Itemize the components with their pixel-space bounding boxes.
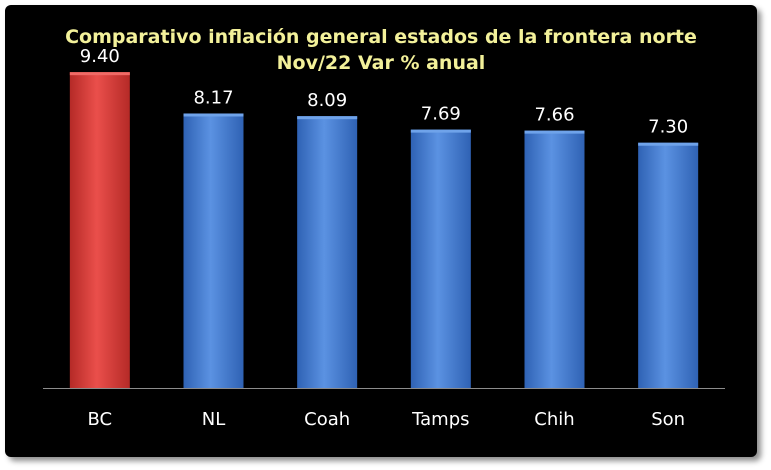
bar-top-highlight <box>638 142 699 146</box>
x-tick-label: Son <box>651 409 685 430</box>
x-tick-label: Tamps <box>411 409 469 430</box>
data-label: 9.40 <box>80 46 120 67</box>
bar-coah <box>297 116 358 389</box>
data-label: 7.30 <box>648 117 688 138</box>
data-label: 8.17 <box>193 87 233 108</box>
bar-bc <box>69 72 130 388</box>
x-tick-label: Coah <box>304 409 350 430</box>
bar-top-highlight <box>410 129 471 133</box>
chart-title: Comparativo inflación general estados de… <box>65 26 697 48</box>
bar-son <box>638 142 699 388</box>
data-label: 8.09 <box>307 90 347 111</box>
bar-nl <box>183 113 244 388</box>
bar-top-highlight <box>524 130 585 134</box>
x-tick-label: NL <box>202 409 226 430</box>
bar-top-highlight <box>183 113 244 117</box>
data-label: 7.69 <box>421 104 461 125</box>
bar-chart: Comparativo inflación general estados de… <box>43 26 725 430</box>
chart-frame: Comparativo inflación general estados de… <box>5 5 757 457</box>
x-tick-label: BC <box>88 409 113 430</box>
bar-chih <box>524 130 585 388</box>
chart-subtitle: Nov/22 Var % anual <box>277 52 486 74</box>
bar-top-highlight <box>297 116 358 120</box>
x-tick-label: Chih <box>534 409 574 430</box>
bar-top-highlight <box>69 72 130 76</box>
data-label: 7.66 <box>534 105 574 126</box>
bar-tamps <box>410 129 471 388</box>
